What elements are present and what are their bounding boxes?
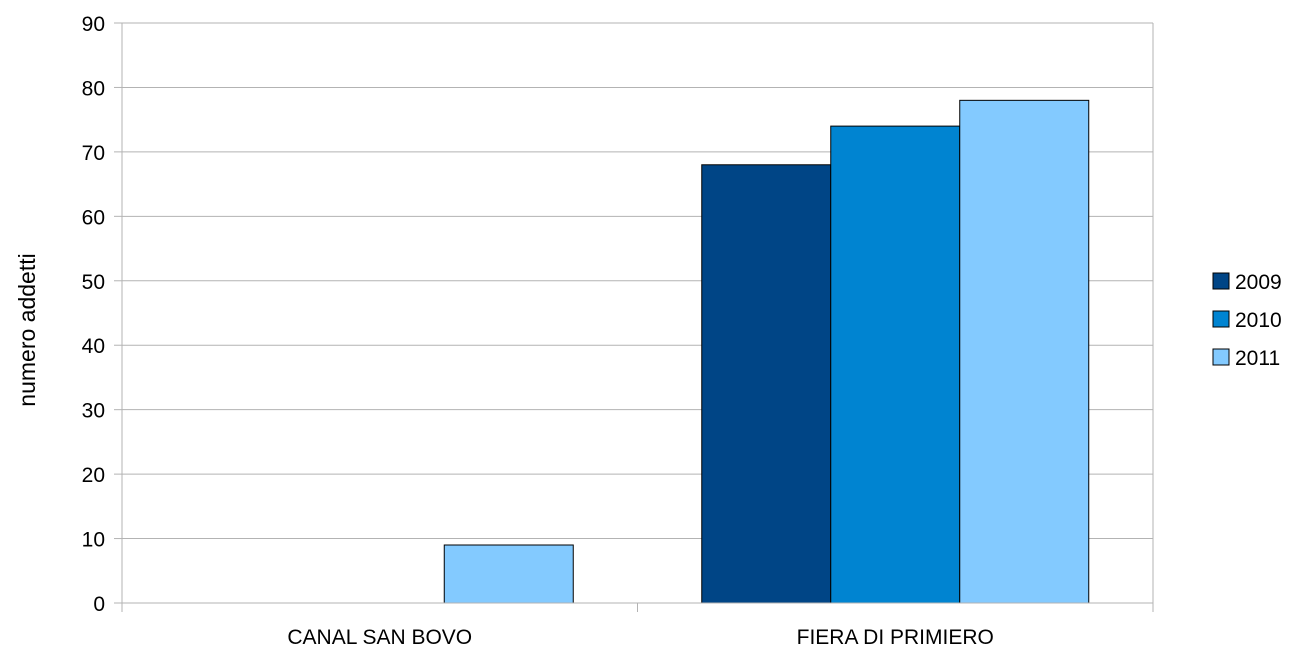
- y-axis-label: numero addetti: [14, 253, 40, 406]
- y-tick-label: 60: [82, 206, 105, 229]
- y-tick-label: 20: [82, 464, 105, 487]
- gridlines: [122, 22, 1153, 604]
- legend-swatch: [1212, 272, 1230, 290]
- y-tick-label: 40: [82, 335, 105, 358]
- y-tick-label: 90: [82, 13, 105, 36]
- bar: [959, 99, 1090, 604]
- axes: 0 10 20 30 40 50 60 70 80 90 CANAL SAN BOVO FIERA D…: [82, 13, 1154, 649]
- y-tick-label: 80: [82, 77, 105, 100]
- bar: [830, 125, 961, 604]
- legend-swatch: [1212, 348, 1230, 366]
- legend-label: 2011: [1235, 347, 1280, 370]
- y-tick-label: 10: [82, 529, 105, 552]
- legend-swatch: [1212, 310, 1230, 328]
- legend-label: 2010: [1235, 309, 1282, 332]
- x-tick-label: CANAL SAN BOVO: [287, 626, 472, 649]
- bars: [443, 99, 1090, 604]
- y-tick-label: 50: [82, 271, 105, 294]
- x-tick-label: FIERA DI PRIMIERO: [797, 626, 994, 649]
- legend: 2009 2010 2011: [1212, 271, 1282, 370]
- bar: [701, 164, 832, 604]
- y-tick-label: 30: [82, 400, 105, 423]
- y-tick-label: 0: [93, 593, 105, 616]
- legend-label: 2009: [1235, 271, 1282, 294]
- bar: [443, 544, 574, 604]
- y-tick-label: 70: [82, 142, 105, 165]
